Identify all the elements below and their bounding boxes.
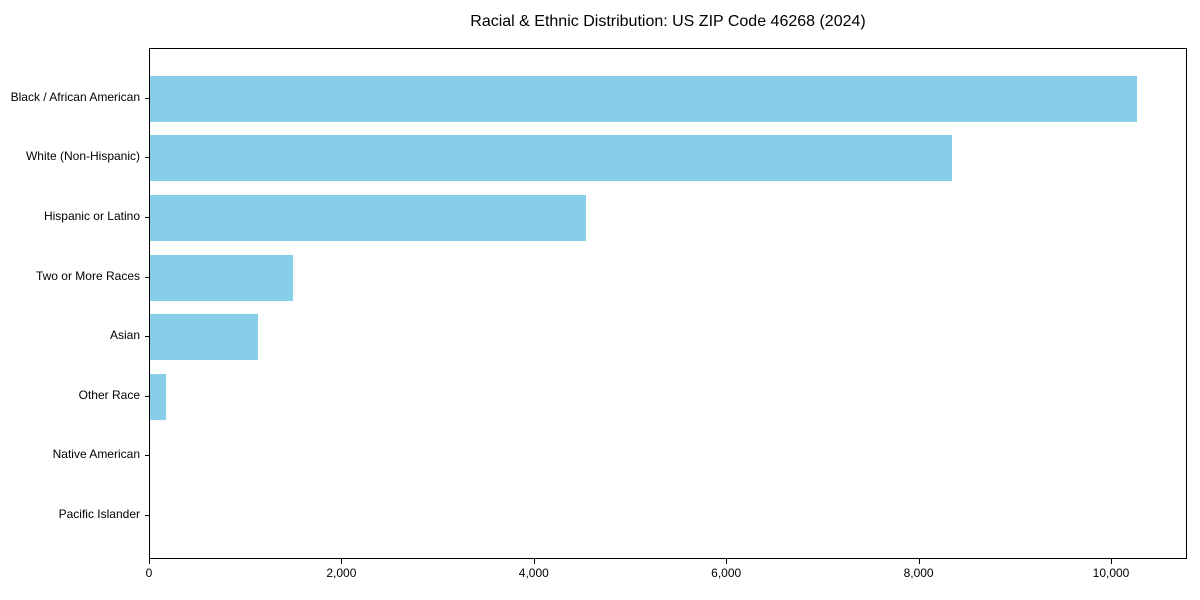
- x-tick-label: 6,000: [711, 566, 742, 580]
- x-tick: [1111, 559, 1112, 564]
- chart-title: Racial & Ethnic Distribution: US ZIP Cod…: [470, 13, 866, 30]
- x-tick-label: 2,000: [326, 566, 357, 580]
- bar: [150, 314, 258, 361]
- x-tick: [149, 559, 150, 564]
- y-tick-label: Asian: [109, 328, 140, 343]
- plot-area: [149, 48, 1187, 559]
- y-tick: [145, 157, 149, 159]
- y-tick-label: Two or More Races: [35, 268, 140, 283]
- y-tick: [145, 336, 149, 338]
- x-tick-label: 8,000: [903, 566, 934, 580]
- x-tick: [726, 559, 728, 564]
- y-tick-label: Other Race: [78, 387, 140, 402]
- y-tick: [145, 97, 149, 99]
- y-tick: [145, 515, 149, 516]
- bar: [150, 195, 586, 241]
- x-tick: [341, 559, 343, 564]
- bar: [150, 75, 1137, 122]
- bar: [150, 135, 953, 182]
- bar: [150, 254, 294, 301]
- x-tick-label: 4,000: [518, 566, 549, 580]
- y-tick-label: Pacific Islander: [58, 507, 140, 521]
- x-tick-label: 10,000: [1092, 566, 1130, 580]
- bar: [150, 373, 167, 420]
- y-tick-label: Black / African American: [10, 89, 140, 104]
- x-tick-label: 0: [145, 566, 153, 580]
- y-tick: [145, 395, 149, 397]
- y-tick-label: White (Non-Hispanic): [25, 149, 140, 164]
- y-tick-label: Hispanic or Latino: [43, 209, 140, 223]
- y-tick: [145, 276, 149, 278]
- x-tick: [533, 559, 535, 564]
- y-tick: [145, 217, 149, 218]
- y-tick-label: Native American: [52, 447, 140, 462]
- y-tick: [145, 455, 149, 457]
- x-tick: [918, 559, 920, 564]
